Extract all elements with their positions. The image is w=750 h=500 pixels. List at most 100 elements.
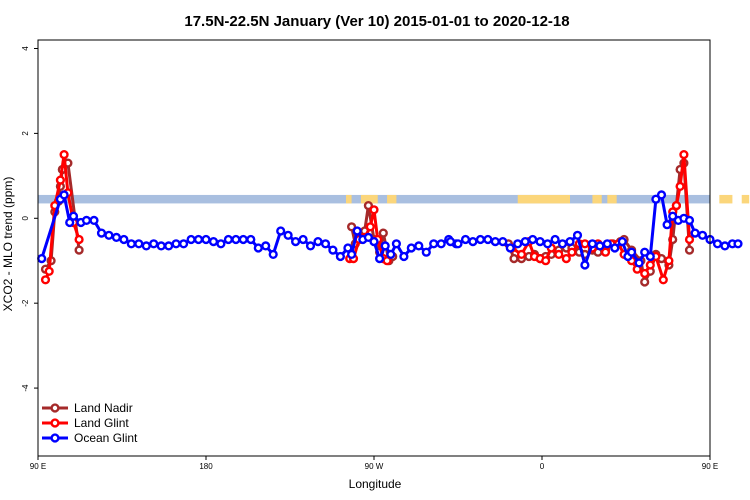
legend-marker: [50, 403, 60, 413]
data-point: [572, 230, 583, 240]
y-tick-label: 0: [21, 216, 30, 221]
data-point: [40, 275, 51, 285]
y-tick-label: -2: [21, 299, 30, 307]
data-point: [347, 249, 357, 260]
data-point: [81, 215, 92, 226]
data-point: [600, 247, 611, 257]
data-point: [656, 190, 667, 200]
data-point: [550, 234, 560, 245]
data-point: [164, 241, 174, 251]
data-point: [335, 251, 346, 262]
data-point: [44, 266, 54, 276]
data-point: [171, 239, 181, 249]
data-point: [65, 217, 75, 228]
axes: 90 E 180 90 W 0 90 E 4 2 0 -2 -4: [21, 39, 718, 471]
data-point: [675, 181, 685, 192]
land-segment: [360, 194, 378, 204]
data-point: [343, 243, 353, 253]
data-point: [320, 239, 331, 249]
land-segment: [517, 194, 570, 204]
series-line: [506, 161, 691, 284]
data-point: [658, 275, 668, 285]
series-layer: [37, 150, 743, 287]
data-point: [595, 241, 605, 251]
data-point: [261, 241, 271, 251]
x-tick-label: 90 E: [30, 462, 46, 471]
data-point: [460, 234, 471, 245]
data-point: [490, 237, 500, 247]
x-axis-label: Longitude: [349, 477, 402, 491]
series-line: [40, 193, 457, 261]
data-point: [305, 241, 316, 251]
data-point: [453, 239, 463, 249]
data-point: [246, 234, 256, 245]
data-point: [378, 228, 388, 238]
legend-label: Land Nadir: [74, 401, 133, 415]
data-point: [498, 237, 508, 247]
data-point: [697, 230, 708, 240]
data-point: [561, 254, 571, 264]
y-tick-label: -4: [21, 384, 30, 392]
data-point: [679, 150, 689, 160]
data-point: [268, 249, 278, 260]
data-point: [119, 234, 129, 245]
data-point: [276, 226, 286, 236]
data-point: [640, 268, 650, 279]
data-point: [386, 249, 396, 260]
legend-item: Land Nadir: [42, 401, 133, 415]
data-point: [475, 234, 486, 245]
data-point: [516, 249, 527, 260]
data-point: [535, 237, 545, 247]
data-point: [513, 239, 523, 249]
data-point: [313, 237, 323, 247]
data-point: [89, 215, 99, 226]
data-point: [59, 150, 69, 160]
data-point: [126, 239, 136, 249]
land-segment: [387, 194, 397, 204]
data-point: [720, 241, 730, 251]
data-point: [363, 232, 374, 243]
data-point: [382, 256, 392, 266]
data-point: [610, 243, 620, 253]
data-point: [542, 239, 553, 249]
series-ocean-glint: [37, 190, 743, 270]
data-point: [541, 256, 551, 266]
data-point: [668, 211, 678, 221]
data-point: [690, 228, 700, 238]
data-point: [626, 247, 637, 257]
data-point: [640, 277, 650, 287]
data-point: [104, 230, 114, 240]
legend-label: Ocean Glint: [74, 431, 138, 445]
data-point: [421, 247, 431, 257]
x-tick-label: 90 W: [365, 462, 384, 471]
data-point: [671, 201, 682, 211]
data-point: [283, 230, 293, 240]
land-segment: [741, 194, 750, 204]
data-point: [149, 239, 159, 249]
data-point: [391, 239, 402, 249]
data-point: [223, 234, 234, 245]
data-point: [134, 239, 144, 249]
data-point: [201, 234, 211, 245]
data-point: [664, 256, 674, 266]
data-point: [298, 234, 308, 245]
y-tick-label: 2: [21, 131, 30, 136]
data-point: [59, 190, 69, 200]
x-tick-label: 90 E: [702, 462, 718, 471]
data-point: [684, 215, 695, 226]
data-point: [414, 241, 424, 251]
data-point: [347, 222, 357, 232]
data-point: [216, 239, 226, 249]
data-point: [684, 234, 695, 245]
data-point: [380, 241, 390, 251]
data-point: [429, 239, 439, 249]
data-point: [156, 241, 166, 251]
legend-marker: [50, 433, 60, 443]
data-point: [617, 237, 627, 247]
data-point: [231, 234, 241, 245]
data-point: [468, 237, 478, 247]
data-point: [193, 234, 204, 245]
data-point: [352, 226, 362, 236]
